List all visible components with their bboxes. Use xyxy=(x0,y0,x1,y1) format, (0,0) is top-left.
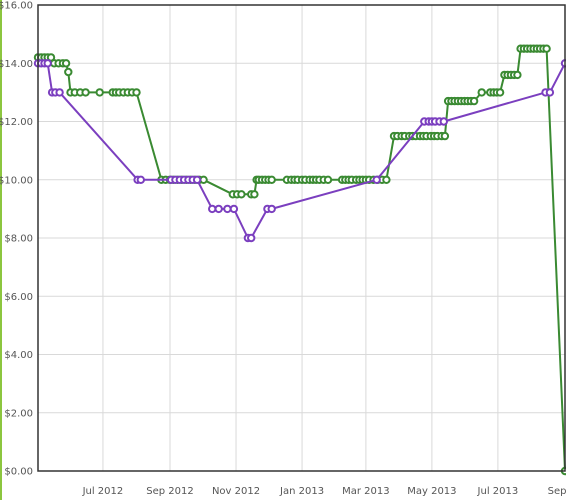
y-tick-label: $10.00 xyxy=(0,175,33,186)
x-tick-label: Mar 2013 xyxy=(342,486,390,497)
data-point[interactable] xyxy=(81,88,90,97)
y-tick-label: $4.00 xyxy=(4,350,33,361)
y-tick-label: $16.00 xyxy=(0,1,33,12)
series-line xyxy=(38,47,566,472)
data-point[interactable] xyxy=(223,204,232,214)
data-point[interactable] xyxy=(237,190,246,199)
x-axis-labels: Jul 2012 Sep 2012 Nov 2012 Jan 2013 Mar 2013… xyxy=(82,486,566,497)
grid-lines xyxy=(38,4,566,472)
y-tick-label: $12.00 xyxy=(0,117,33,128)
y-tick-label: $14.00 xyxy=(0,59,33,70)
y-tick-label: $0.00 xyxy=(4,467,33,478)
data-point[interactable] xyxy=(323,175,333,185)
y-axis-labels: $0.00 $2.00 $4.00 $6.00 $8.00 $10.00 $12.00 $14… xyxy=(0,1,33,478)
y-tick-label: $6.00 xyxy=(4,292,33,303)
left-edge-accent xyxy=(0,0,2,500)
series-lines xyxy=(33,44,566,476)
data-point[interactable] xyxy=(136,175,146,185)
data-point[interactable] xyxy=(267,175,276,185)
data-point[interactable] xyxy=(250,190,259,199)
data-point[interactable] xyxy=(192,175,202,185)
data-point[interactable] xyxy=(95,88,104,97)
data-point[interactable] xyxy=(439,117,448,126)
y-tick-label: $2.00 xyxy=(4,408,33,419)
x-tick-label: Sep 2012 xyxy=(146,486,193,497)
data-point[interactable] xyxy=(267,204,276,214)
x-tick-label: Jan 2013 xyxy=(279,486,324,497)
data-point[interactable] xyxy=(199,175,208,185)
data-point[interactable] xyxy=(477,88,486,97)
data-point[interactable] xyxy=(495,88,505,97)
plot-frame xyxy=(37,4,566,472)
data-point[interactable] xyxy=(214,204,223,214)
data-point[interactable] xyxy=(440,131,450,141)
data-point[interactable] xyxy=(372,175,381,185)
data-point[interactable] xyxy=(43,59,52,68)
data-point[interactable] xyxy=(132,88,141,97)
data-point[interactable] xyxy=(208,204,217,214)
y-tick-label: $8.00 xyxy=(4,234,33,245)
x-tick-label: Nov 2012 xyxy=(212,486,260,497)
data-point[interactable] xyxy=(513,70,522,80)
data-point[interactable] xyxy=(61,59,71,68)
data-point[interactable] xyxy=(542,44,551,53)
data-point[interactable] xyxy=(469,96,479,106)
data-point[interactable] xyxy=(229,204,239,214)
data-point[interactable] xyxy=(55,88,64,97)
series-0 xyxy=(33,44,566,476)
x-tick-label: Sep 20 xyxy=(548,486,566,497)
x-tick-label: May 2013 xyxy=(407,486,456,497)
x-tick-label: Jul 2013 xyxy=(477,486,519,497)
data-point[interactable] xyxy=(545,88,555,97)
data-point[interactable] xyxy=(64,67,73,77)
series-1 xyxy=(33,59,566,243)
x-tick-label: Jul 2012 xyxy=(82,486,124,497)
data-point[interactable] xyxy=(247,233,256,243)
data-point[interactable] xyxy=(382,175,391,185)
